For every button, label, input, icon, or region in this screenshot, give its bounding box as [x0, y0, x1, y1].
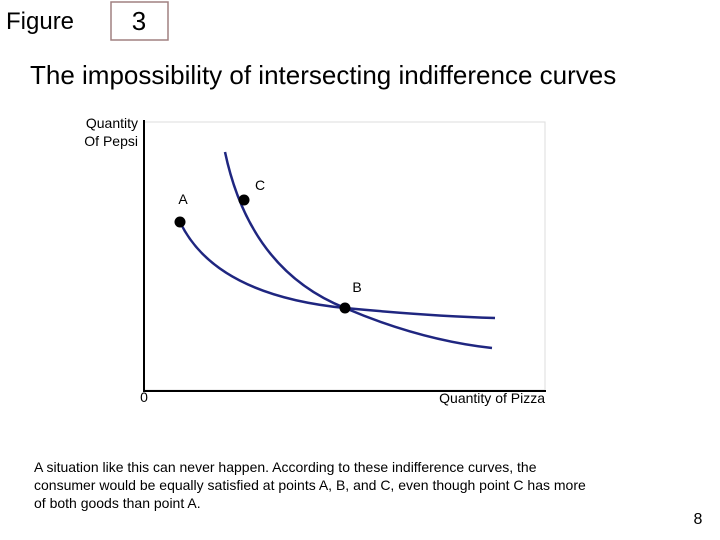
figure-number-box	[110, 1, 169, 41]
point	[238, 194, 250, 206]
y-axis-label: Quantity	[86, 115, 138, 131]
figure-number: 3	[132, 6, 146, 36]
point-label: C	[255, 177, 265, 193]
origin-label: 0	[140, 389, 148, 405]
caption-line: consumer would be equally satisfied at p…	[34, 477, 586, 493]
y-axis-label: Of Pepsi	[84, 133, 138, 149]
point	[339, 302, 351, 314]
caption-line: of both goods than point A.	[34, 495, 201, 511]
point-label: A	[178, 191, 188, 207]
figure-word: Figure	[6, 8, 74, 35]
point	[174, 216, 186, 228]
slide-title: The impossibility of intersecting indiff…	[30, 60, 616, 90]
x-axis-label: Quantity of Pizza	[439, 390, 545, 406]
caption-line: A situation like this can never happen. …	[34, 459, 537, 475]
point-label: B	[352, 279, 361, 295]
page-number: 8	[694, 511, 703, 528]
